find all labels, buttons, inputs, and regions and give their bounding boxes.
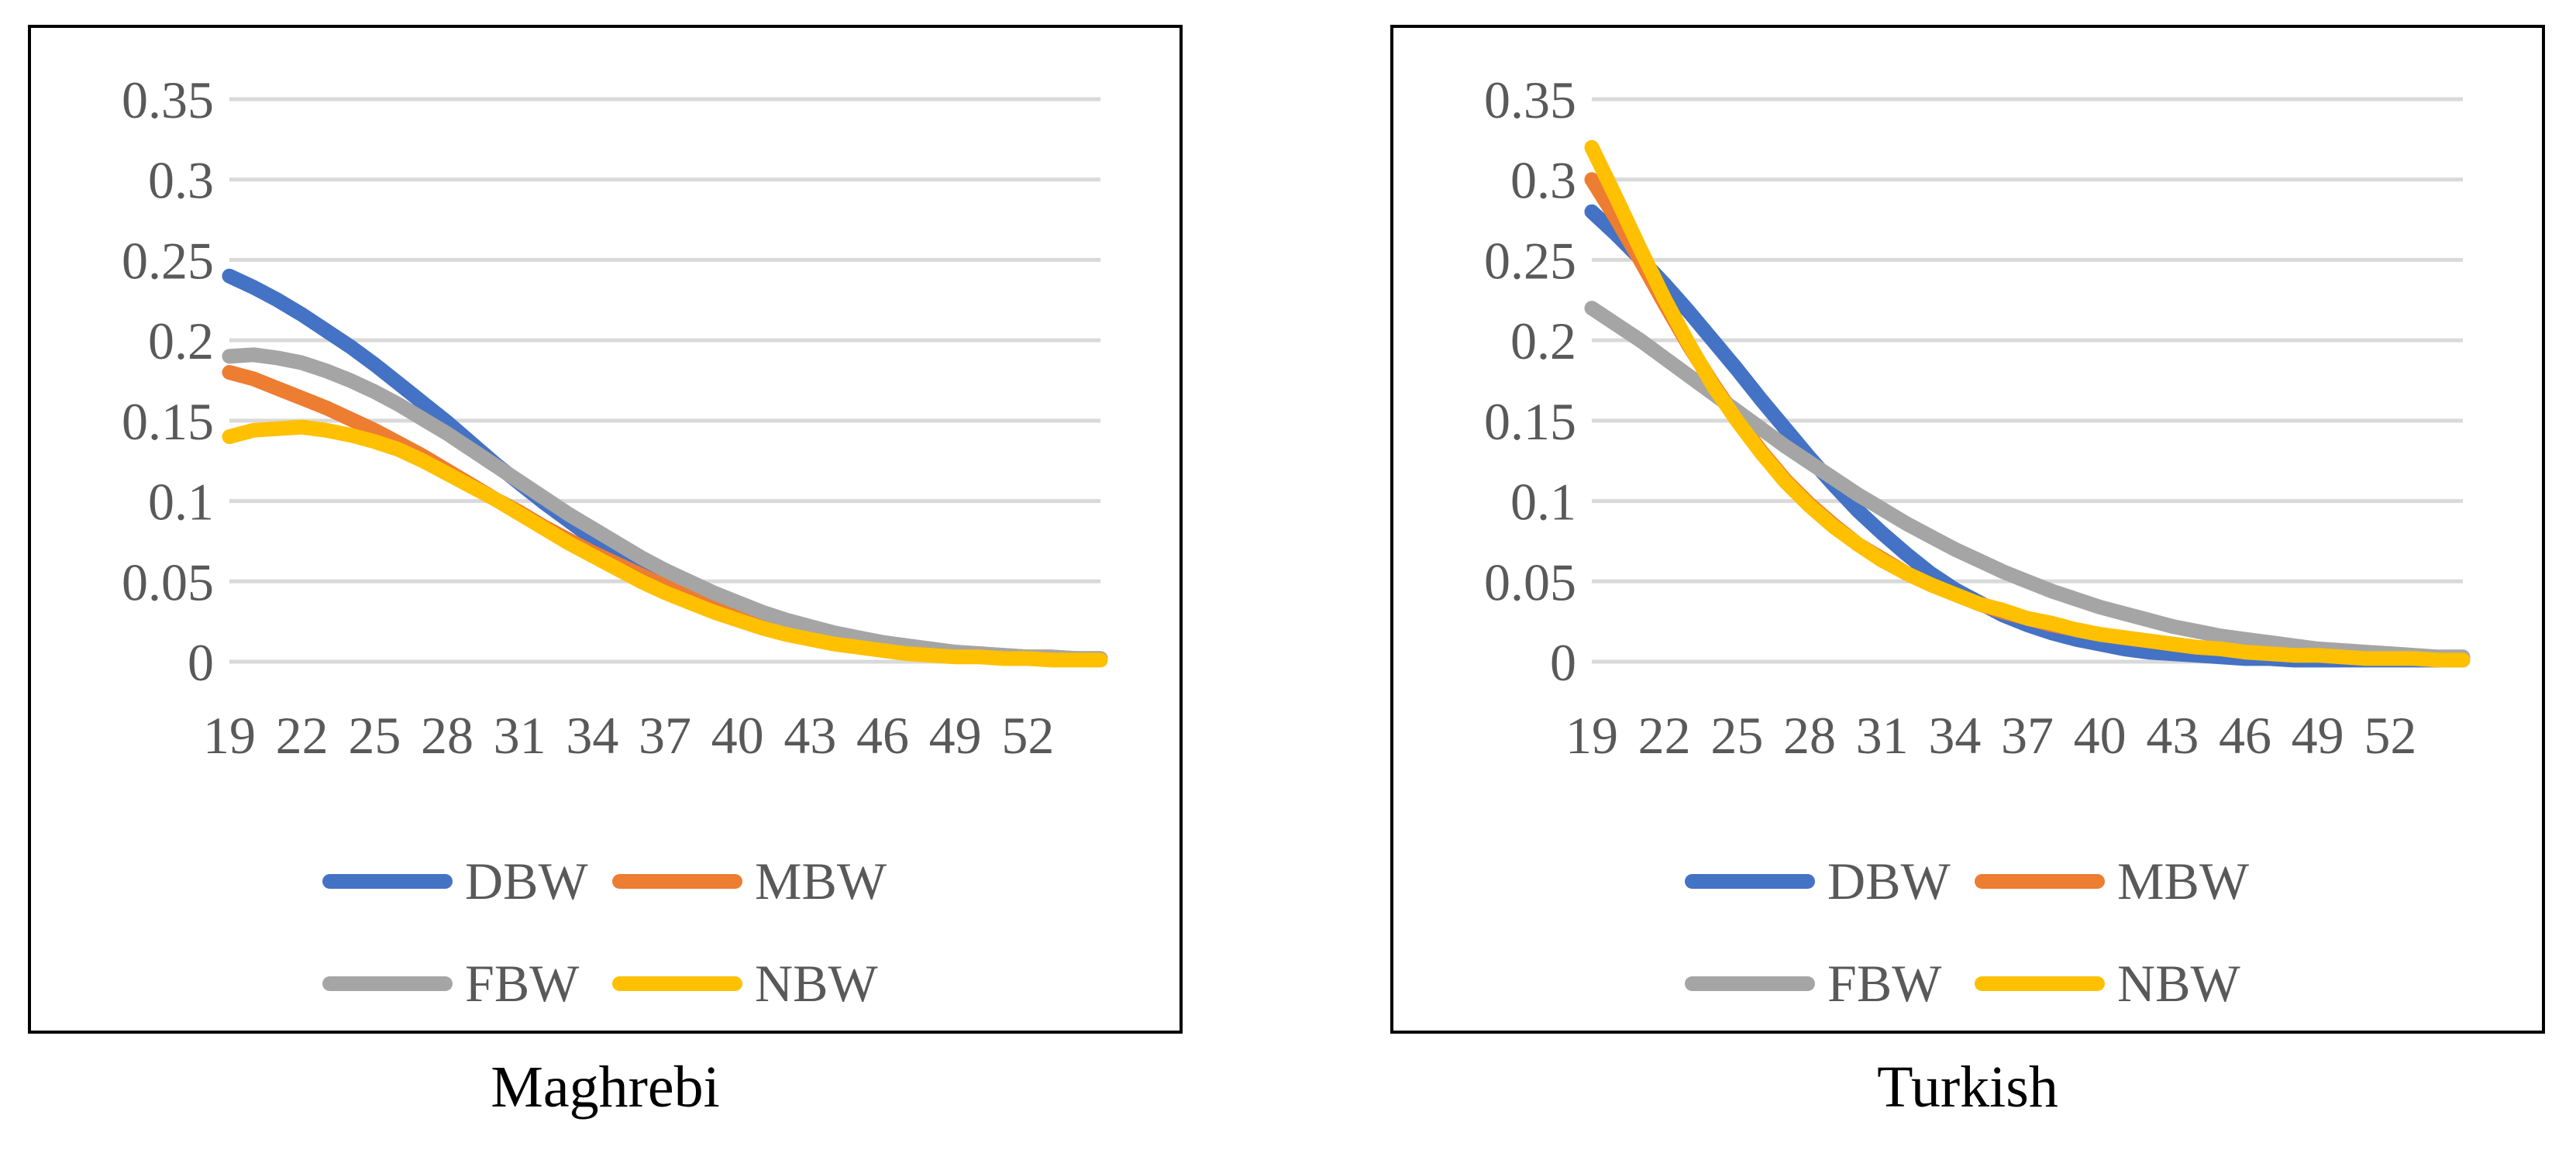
turkish-legend-row-2: FBW NBW (1685, 953, 2264, 1014)
legend-label-dbw: DBW (1827, 852, 1951, 910)
y-tick-label: 0.2 (148, 311, 214, 370)
turkish-line-chart: 0 0.05 0.1 0.15 0.2 0.25 0.3 0.35 19 22 25 28 31 34 37… (1484, 71, 2471, 765)
maghrebi-legend-row-2: FBW NBW (322, 953, 902, 1014)
series-line-nbw (222, 419, 1108, 668)
series-line-nbw (1584, 139, 2471, 668)
legend-swatch-mbw (612, 874, 742, 889)
legend-swatch-fbw (322, 976, 453, 991)
x-tick-label: 19 (203, 706, 256, 765)
x-tick-label: 37 (639, 706, 691, 765)
legend-item-fbw: FBW (322, 953, 612, 1014)
x-tick-label: 46 (856, 706, 909, 765)
legend-swatch-nbw (612, 976, 742, 991)
y-tick-label: 0.25 (122, 231, 214, 290)
x-tick-label: 52 (1001, 706, 1054, 765)
legend-item-mbw: MBW (1975, 851, 2264, 912)
y-tick-label: 0 (1550, 633, 1576, 692)
legend-item-dbw: DBW (322, 851, 612, 912)
maghrebi-line-chart: 0 0.05 0.1 0.15 0.2 0.25 0.3 0.35 19 22 25 28 31 34 37… (122, 71, 1108, 765)
y-tick-label: 0.05 (1484, 552, 1576, 611)
x-tick-label: 40 (711, 706, 764, 765)
x-tick-label: 25 (1710, 706, 1763, 765)
legend-label-nbw: NBW (755, 954, 878, 1013)
y-tick-label: 0.25 (1484, 231, 1576, 290)
y-tick-label: 0.1 (1510, 473, 1576, 532)
series-line-fbw (222, 347, 1108, 666)
turkish-legend-row-1: DBW MBW (1685, 851, 2264, 912)
legend-item-nbw: NBW (612, 953, 902, 1014)
legend-item-mbw: MBW (612, 851, 902, 912)
x-tick-label: 46 (2219, 706, 2271, 765)
y-tick-label: 0.15 (1484, 392, 1576, 451)
x-tick-label: 43 (783, 706, 836, 765)
legend-item-fbw: FBW (1685, 953, 1975, 1014)
y-tick-label: 0.1 (148, 473, 214, 532)
legend-label-mbw: MBW (2117, 852, 2249, 910)
legend-swatch-mbw (1975, 874, 2105, 889)
y-tick-label: 0 (188, 633, 214, 692)
x-tick-label: 49 (929, 706, 982, 765)
turkish-chart-panel: 0 0.05 0.1 0.15 0.2 0.25 0.3 0.35 19 22 25 28 31 34 37… (1390, 25, 2545, 1034)
series-line-dbw (1584, 204, 2471, 668)
y-tick-label: 0.05 (122, 552, 214, 611)
series-line-mbw (222, 365, 1108, 666)
x-tick-label: 34 (566, 706, 618, 765)
x-tick-label: 52 (2364, 706, 2416, 765)
legend-swatch-nbw (1975, 976, 2105, 991)
legend-swatch-dbw (322, 874, 453, 889)
y-tick-label: 0.15 (122, 392, 214, 451)
x-tick-label: 34 (1928, 706, 1981, 765)
series-line-dbw (222, 268, 1108, 666)
x-tick-label: 31 (1856, 706, 1909, 765)
legend-swatch-dbw (1685, 874, 1815, 889)
legend-label-fbw: FBW (1827, 954, 1942, 1013)
y-tick-label: 0.3 (1510, 151, 1576, 210)
turkish-caption: Turkish (1877, 1055, 2058, 1120)
x-tick-label: 22 (276, 706, 329, 765)
legend-label-mbw: MBW (755, 852, 887, 910)
legend-item-nbw: NBW (1975, 953, 2264, 1014)
legend-label-nbw: NBW (2117, 954, 2240, 1013)
x-tick-label: 49 (2292, 706, 2344, 765)
x-tick-label: 37 (2001, 706, 2054, 765)
x-tick-label: 19 (1565, 706, 1618, 765)
legend-item-dbw: DBW (1685, 851, 1975, 912)
legend-swatch-fbw (1685, 976, 1815, 991)
maghrebi-caption: Maghrebi (491, 1055, 720, 1120)
maghrebi-legend-row-1: DBW MBW (322, 851, 902, 912)
legend-label-dbw: DBW (465, 852, 588, 910)
x-tick-label: 22 (1638, 706, 1691, 765)
x-tick-label: 43 (2146, 706, 2199, 765)
y-tick-label: 0.35 (122, 71, 214, 129)
x-tick-label: 28 (421, 706, 474, 765)
legend-label-fbw: FBW (465, 954, 580, 1013)
maghrebi-chart-panel: 0 0.05 0.1 0.15 0.2 0.25 0.3 0.35 19 22 25 28 31 34 37… (28, 25, 1183, 1034)
x-tick-label: 31 (494, 706, 546, 765)
x-tick-label: 40 (2074, 706, 2127, 765)
x-tick-label: 28 (1783, 706, 1836, 765)
y-tick-label: 0.35 (1484, 71, 1576, 129)
y-tick-label: 0.2 (1510, 311, 1576, 370)
x-tick-label: 25 (348, 706, 401, 765)
y-tick-label: 0.3 (148, 151, 214, 210)
